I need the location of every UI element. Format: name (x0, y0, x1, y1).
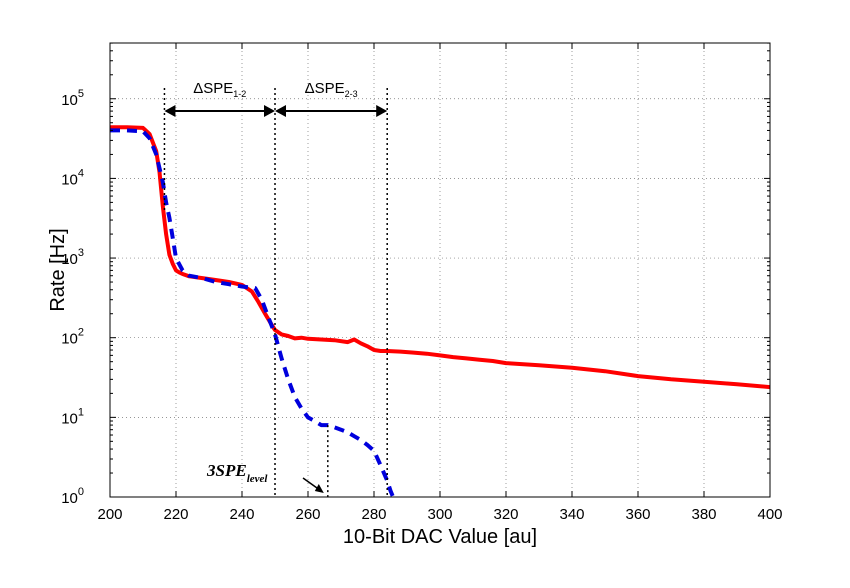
spe23-label: ΔSPE2-3 (305, 80, 358, 99)
spe-level-label-main: 3SPE (206, 461, 247, 480)
y-tick-exponent: 2 (78, 327, 84, 339)
y-tick-exponent: 1 (78, 406, 84, 418)
y-axis-label: Rate [Hz] (47, 228, 69, 311)
y-tick-exponent: 5 (78, 88, 84, 100)
spe23-label-sub: 2-3 (345, 89, 358, 99)
spe23-arrow (275, 105, 388, 117)
x-tick-label: 300 (427, 506, 452, 523)
x-tick-label: 360 (625, 506, 650, 523)
y-tick-base: 10 (61, 251, 78, 268)
y-tick-exponent: 3 (78, 247, 84, 259)
spe-level-pointer-head (314, 484, 324, 493)
series-blue-dashed (110, 128, 396, 497)
spe12-label-main: ΔSPE (193, 80, 233, 97)
x-tick-label: 340 (559, 506, 584, 523)
spe12-arrow-head-right (264, 105, 275, 117)
spe23-arrow-head-left (275, 105, 286, 117)
y-tick-base: 10 (61, 92, 78, 109)
x-tick-label: 220 (163, 506, 188, 523)
x-tick-label: 320 (493, 506, 518, 523)
x-tick-label: 200 (97, 506, 122, 523)
y-tick-base: 10 (61, 331, 78, 348)
x-tick-label: 280 (361, 506, 386, 523)
y-tick-exponent: 0 (78, 486, 84, 498)
spe12-label-sub: 1-2 (233, 89, 246, 99)
x-tick-label: 240 (229, 506, 254, 523)
spe12-arrow-head-left (164, 105, 176, 117)
spe23-arrow-head-right (376, 105, 388, 117)
y-tick-label: 101 (61, 406, 84, 427)
x-axis-label: 10-Bit DAC Value [au] (343, 526, 537, 548)
x-tick-label: 380 (691, 506, 716, 523)
spe12-arrow (164, 105, 275, 117)
x-tick-label: 260 (295, 506, 320, 523)
x-tick-label: 400 (757, 506, 782, 523)
spe-level-label-sub: level (247, 473, 269, 485)
y-tick-exponent: 4 (78, 167, 84, 179)
y-tick-label: 104 (61, 167, 84, 188)
spe12-label: ΔSPE1-2 (193, 80, 246, 99)
series-group (110, 125, 770, 497)
y-tick-label: 100 (61, 486, 84, 507)
y-tick-base: 10 (61, 410, 78, 427)
ticks: 200 220 240 260 280 300 320 340 360 380 4001001011… (61, 42, 783, 523)
spe-level-label: 3SPElevel (206, 461, 268, 485)
y-tick-label: 105 (61, 88, 84, 109)
y-tick-base: 10 (61, 171, 78, 188)
y-tick-label: 102 (61, 327, 84, 348)
spe23-label-main: ΔSPE (305, 80, 345, 97)
series-red-solid (110, 125, 770, 390)
y-tick-label: 103 (61, 247, 84, 268)
y-tick-base: 10 (61, 490, 78, 507)
